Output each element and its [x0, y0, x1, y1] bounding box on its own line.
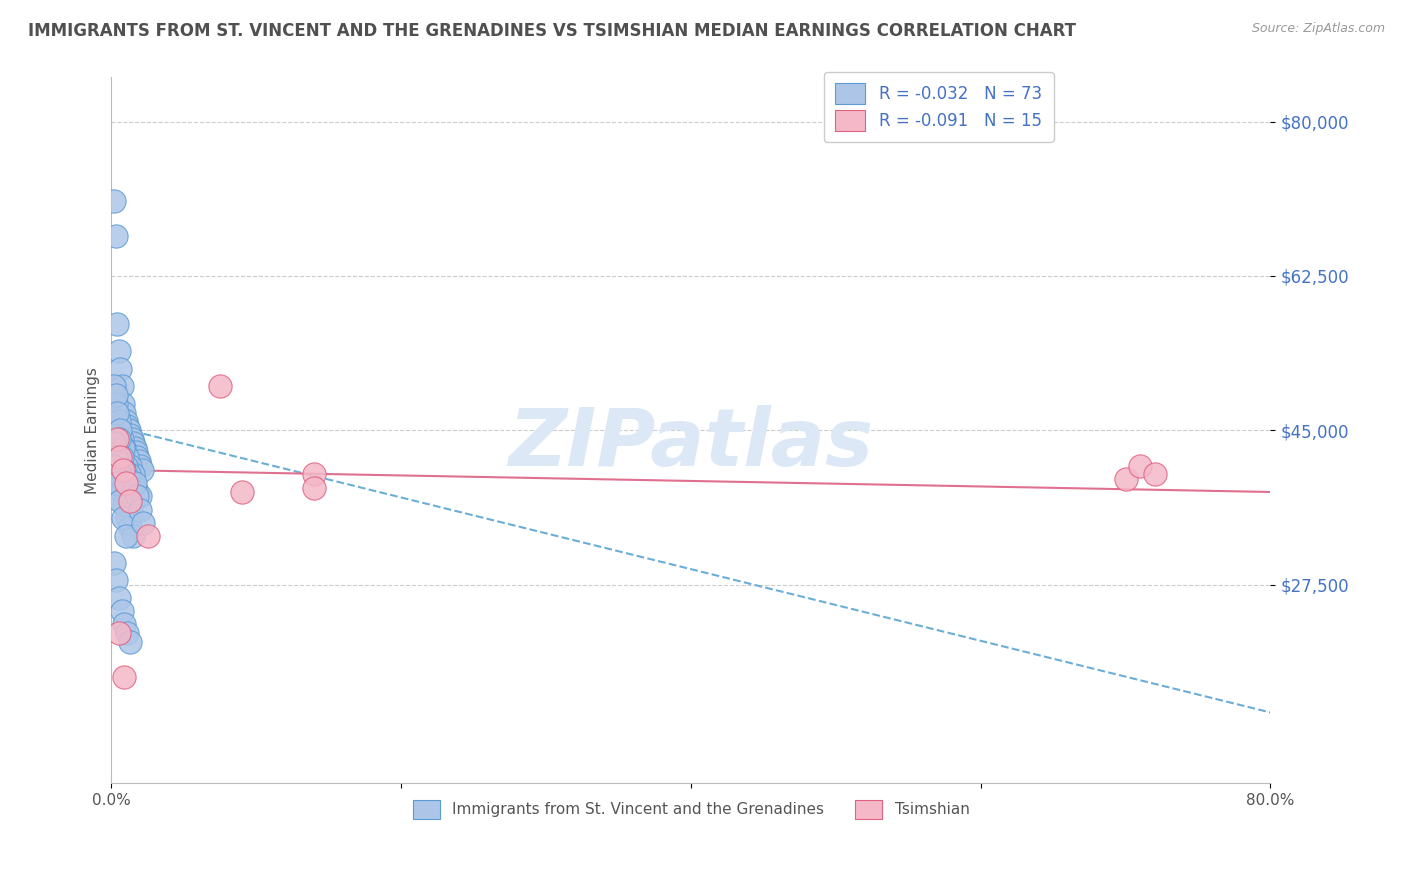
- Point: [105, 454, 128, 468]
- Point: [107, 414, 129, 428]
- Point: [107, 343, 129, 358]
- Point: [108, 423, 131, 437]
- Point: [1143, 467, 1166, 482]
- Point: [110, 604, 132, 618]
- Point: [114, 463, 136, 477]
- Point: [209, 379, 232, 393]
- Point: [125, 445, 148, 459]
- Point: [117, 626, 139, 640]
- Point: [103, 194, 125, 208]
- Point: [115, 458, 138, 473]
- Point: [114, 617, 136, 632]
- Point: [231, 485, 253, 500]
- Point: [129, 502, 152, 516]
- Point: [129, 458, 152, 473]
- Point: [105, 406, 128, 420]
- Point: [111, 511, 134, 525]
- Point: [105, 318, 128, 332]
- Point: [304, 467, 326, 482]
- Point: [117, 450, 139, 464]
- Point: [104, 573, 127, 587]
- Point: [128, 454, 150, 468]
- Point: [110, 450, 132, 464]
- Point: [108, 450, 131, 464]
- Point: [110, 432, 132, 446]
- Point: [121, 432, 143, 446]
- Point: [115, 476, 138, 491]
- Point: [121, 507, 143, 521]
- Point: [124, 476, 146, 491]
- Point: [111, 397, 134, 411]
- Point: [1129, 458, 1152, 473]
- Point: [105, 432, 128, 446]
- Point: [121, 476, 143, 491]
- Point: [127, 489, 149, 503]
- Point: [120, 481, 142, 495]
- Point: [114, 406, 136, 420]
- Point: [120, 458, 142, 473]
- Point: [114, 670, 136, 684]
- Point: [115, 529, 138, 543]
- Point: [110, 485, 132, 500]
- Point: [122, 436, 145, 450]
- Point: [108, 467, 131, 482]
- Point: [129, 489, 152, 503]
- Point: [103, 436, 125, 450]
- Point: [104, 388, 127, 402]
- Point: [103, 379, 125, 393]
- Point: [111, 441, 134, 455]
- Point: [104, 397, 127, 411]
- Point: [122, 467, 145, 482]
- Point: [114, 498, 136, 512]
- Point: [132, 516, 155, 530]
- Point: [107, 591, 129, 605]
- Point: [118, 467, 141, 482]
- Text: ZIPatlas: ZIPatlas: [509, 405, 873, 483]
- Point: [120, 493, 142, 508]
- Point: [111, 463, 134, 477]
- Point: [136, 529, 159, 543]
- Point: [103, 458, 125, 473]
- Point: [108, 493, 131, 508]
- Point: [107, 626, 129, 640]
- Point: [124, 481, 146, 495]
- Point: [117, 472, 139, 486]
- Legend: Immigrants from St. Vincent and the Grenadines, Tsimshian: Immigrants from St. Vincent and the Gren…: [406, 794, 976, 825]
- Point: [105, 476, 128, 491]
- Point: [104, 450, 127, 464]
- Point: [107, 432, 129, 446]
- Point: [114, 441, 136, 455]
- Point: [120, 427, 142, 442]
- Point: [108, 361, 131, 376]
- Point: [118, 498, 141, 512]
- Text: Source: ZipAtlas.com: Source: ZipAtlas.com: [1251, 22, 1385, 36]
- Point: [120, 635, 142, 649]
- Text: IMMIGRANTS FROM ST. VINCENT AND THE GRENADINES VS TSIMSHIAN MEDIAN EARNINGS CORR: IMMIGRANTS FROM ST. VINCENT AND THE GREN…: [28, 22, 1076, 40]
- Point: [118, 423, 141, 437]
- Y-axis label: Median Earnings: Median Earnings: [86, 367, 100, 493]
- Point: [304, 481, 326, 495]
- Point: [110, 379, 132, 393]
- Point: [107, 467, 129, 482]
- Point: [1115, 472, 1137, 486]
- Point: [131, 463, 153, 477]
- Point: [124, 441, 146, 455]
- Point: [115, 489, 138, 503]
- Point: [117, 511, 139, 525]
- Point: [104, 229, 127, 244]
- Point: [115, 414, 138, 428]
- Point: [127, 450, 149, 464]
- Point: [117, 418, 139, 433]
- Point: [103, 556, 125, 570]
- Point: [120, 520, 142, 534]
- Point: [111, 481, 134, 495]
- Point: [122, 529, 145, 543]
- Point: [127, 485, 149, 500]
